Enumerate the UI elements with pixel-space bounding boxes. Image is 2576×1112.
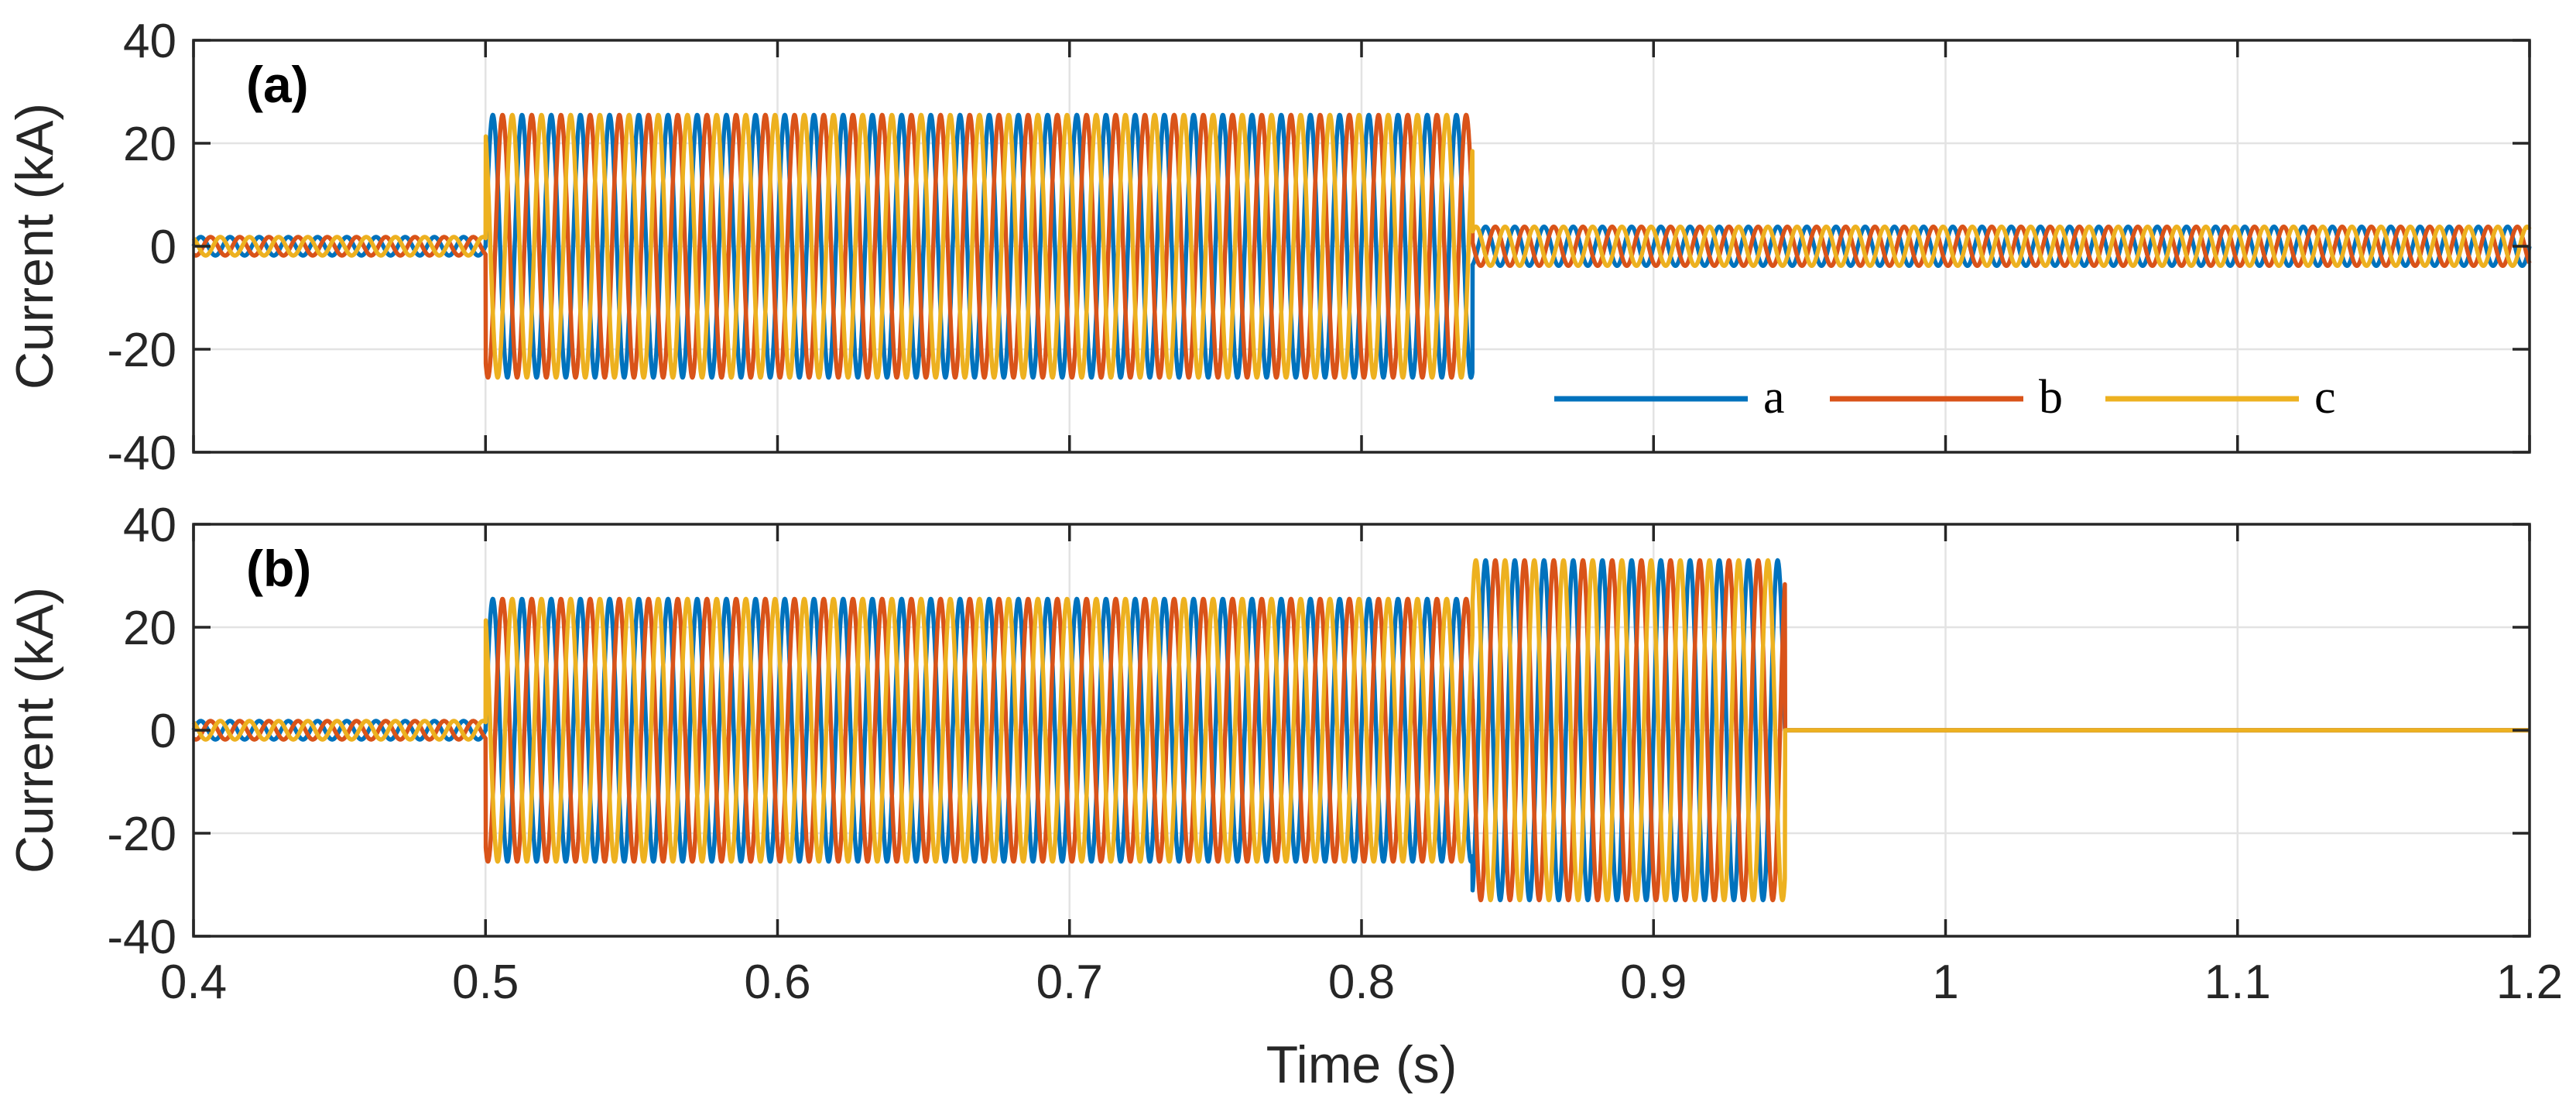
panel-b-xtick-label: 0.7 [1036,956,1103,1009]
panel-b-xtick-label: 0.5 [452,956,519,1009]
panel-a-label: (a) [246,56,309,113]
panel-b-xtick-label: 1.1 [2204,956,2271,1009]
panel-a-series-c-line [191,112,2532,380]
panel-b-xtick-label: 0.6 [744,956,810,1009]
panel-a-ytick-label: 20 [123,118,176,171]
legend-label-c: c [2314,371,2336,424]
panel-b-xtick-label: 0.4 [160,956,227,1009]
panel-b-ytick-label: -40 [107,911,176,964]
panel-a-ytick-label: -40 [107,427,176,480]
legend-label-b: b [2039,371,2063,424]
panel-a-y-axis-title: Current (kA) [5,103,64,390]
panel-a-ytick-label: 40 [123,15,176,68]
panel-b: -40 -20 0 20 40 0.4 0.5 0.6 0.7 0.8 0.9 … [5,499,2563,1094]
panel-a-series-b-line [191,112,2532,380]
panel-b-label: (b) [246,540,311,597]
panel-b-ticks [192,523,2531,938]
panel-a: -40 -20 0 20 40 Current (kA) (a) a b c [5,15,2532,480]
panel-b-series-c-line [191,558,2532,903]
panel-b-ytick-label: 40 [123,499,176,552]
panel-a-ticks [192,39,2531,454]
panel-b-xtick-label: 1 [1932,956,1958,1009]
legend-label-a: a [1763,371,1785,424]
panel-a-ytick-label: -20 [107,324,176,377]
legend: a b c [1554,371,2336,424]
panel-b-ytick-label: 20 [123,602,176,655]
panel-b-xtick-label: 0.9 [1620,956,1687,1009]
panel-a-ytick-label: 0 [150,221,176,274]
panel-b-y-axis-title: Current (kA) [5,587,64,873]
x-axis-title: Time (s) [1266,1035,1458,1094]
panel-b-xtick-label: 0.8 [1328,956,1395,1009]
panel-b-ytick-labels: -40 -20 0 20 40 [107,499,176,964]
panel-b-ytick-label: 0 [150,705,176,758]
panel-b-xtick-label: 1.2 [2496,956,2563,1009]
panel-b-traces [191,558,2532,903]
panel-b-xtick-labels: 0.4 0.5 0.6 0.7 0.8 0.9 1 1.1 1.2 [160,956,2563,1009]
panel-a-traces [191,112,2532,380]
panel-a-ytick-labels: -40 -20 0 20 40 [107,15,176,480]
panel-a-series-a-line [191,112,2532,380]
panel-b-ytick-label: -20 [107,808,176,861]
